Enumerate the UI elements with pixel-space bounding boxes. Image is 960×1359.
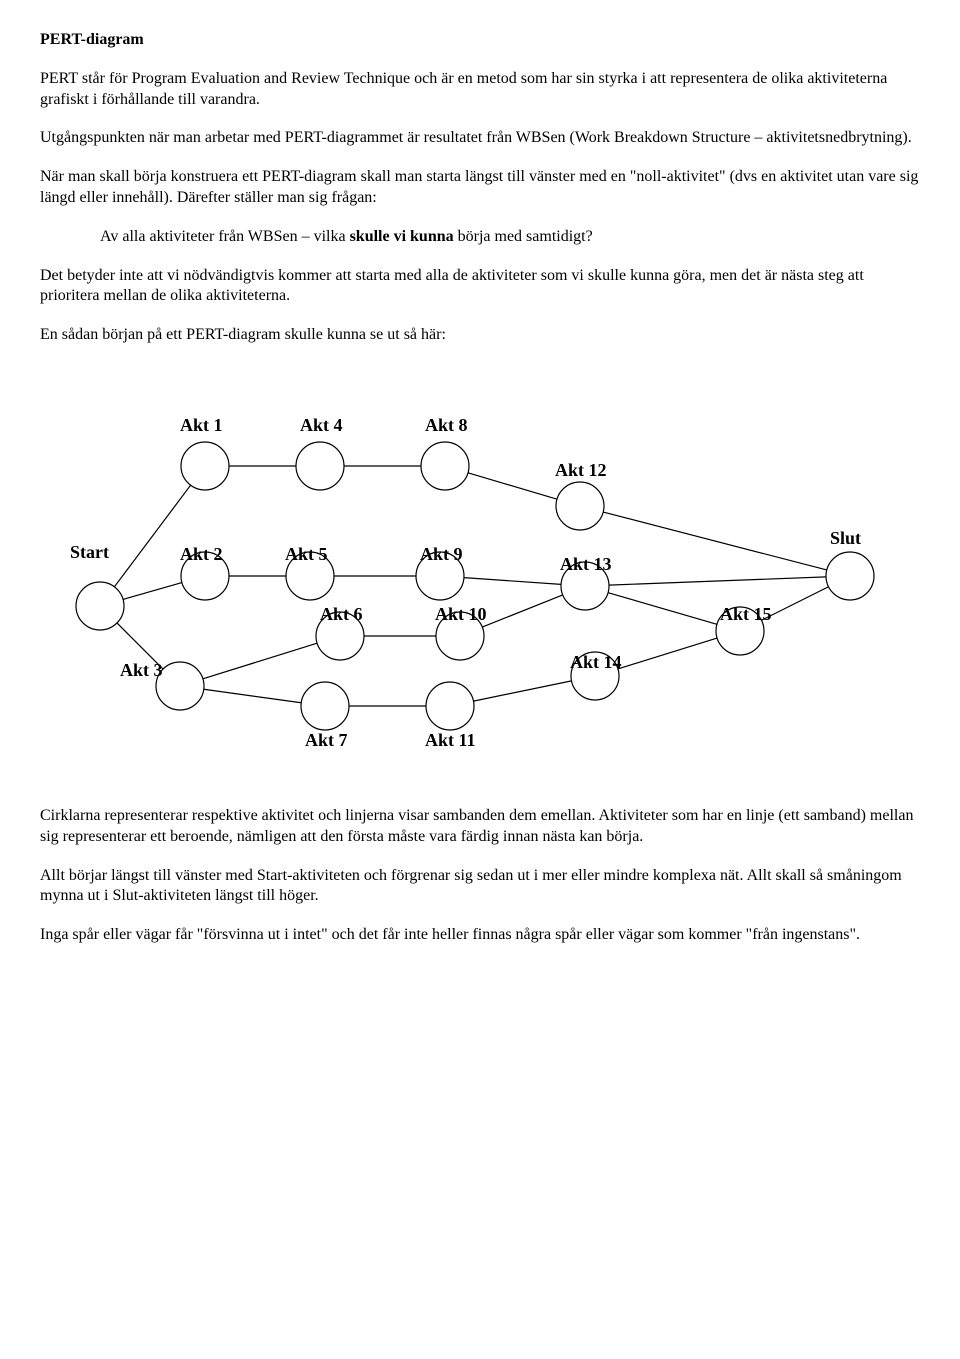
paragraph-9: Inga spår eller vägar får "försvinna ut …: [40, 925, 920, 946]
pert-node-start: [76, 582, 124, 630]
pert-label-a3: Akt 3: [120, 660, 163, 680]
pert-edge: [482, 595, 562, 627]
paragraph-1: PERT står för Program Evaluation and Rev…: [40, 69, 920, 111]
p4-text-c: börja med samtidigt?: [454, 228, 593, 245]
pert-label-a2: Akt 2: [180, 544, 223, 564]
pert-edge: [203, 643, 317, 679]
paragraph-5: Det betyder inte att vi nödvändigtvis ko…: [40, 266, 920, 308]
pert-label-a4: Akt 4: [300, 415, 343, 435]
p4-text-a: Av alla aktiviteter från WBSen – vilka: [100, 228, 350, 245]
paragraph-2: Utgångspunkten när man arbetar med PERT-…: [40, 128, 920, 149]
pert-label-a13: Akt 13: [560, 554, 612, 574]
pert-label-start: Start: [70, 542, 109, 562]
pert-svg: Start Akt 1 Akt 2 Akt 3 Akt 4 Akt 5 Akt 6 Akt 7…: [40, 376, 920, 756]
page-title: PERT-diagram: [40, 30, 920, 51]
pert-diagram: Start Akt 1 Akt 2 Akt 3 Akt 4 Akt 5 Akt 6 Akt 7…: [40, 376, 920, 756]
pert-edge: [761, 587, 828, 621]
pert-label-a9: Akt 9: [420, 544, 463, 564]
pert-label-a8: Akt 8: [425, 415, 468, 435]
pert-label-a6: Akt 6: [320, 604, 363, 624]
pert-edge: [603, 512, 827, 570]
pert-label-a7: Akt 7: [305, 730, 348, 750]
pert-label-a11: Akt 11: [425, 730, 476, 750]
paragraph-8: Allt börjar längst till vänster med Star…: [40, 866, 920, 908]
pert-label-a15: Akt 15: [720, 604, 772, 624]
pert-edge: [123, 583, 182, 600]
pert-label-a10: Akt 10: [435, 604, 487, 624]
paragraph-4: Av alla aktiviteter från WBSen – vilka s…: [40, 227, 920, 248]
pert-node-slut: [826, 552, 874, 600]
pert-node-a7: [301, 682, 349, 730]
pert-node-a3: [156, 662, 204, 710]
paragraph-6: En sådan början på ett PERT-diagram skul…: [40, 325, 920, 346]
pert-node-a11: [426, 682, 474, 730]
pert-edge: [474, 681, 572, 701]
pert-edge: [618, 638, 717, 669]
pert-label-a12: Akt 12: [555, 460, 607, 480]
p4-text-bold: skulle vi kunna: [350, 228, 454, 245]
pert-edge: [114, 485, 190, 587]
pert-node-a8: [421, 442, 469, 490]
pert-edge: [608, 593, 717, 625]
pert-node-a4: [296, 442, 344, 490]
pert-node-a1: [181, 442, 229, 490]
paragraph-7: Cirklarna representerar respektive aktiv…: [40, 806, 920, 848]
pert-edge: [204, 689, 301, 702]
pert-edge: [468, 473, 557, 499]
pert-label-a5: Akt 5: [285, 544, 328, 564]
pert-edge: [464, 578, 561, 585]
pert-label-a1: Akt 1: [180, 415, 223, 435]
pert-node-a12: [556, 482, 604, 530]
pert-label-slut: Slut: [830, 528, 861, 548]
pert-edge: [609, 577, 826, 585]
paragraph-3: När man skall börja konstruera ett PERT-…: [40, 167, 920, 209]
pert-label-a14: Akt 14: [570, 652, 622, 672]
